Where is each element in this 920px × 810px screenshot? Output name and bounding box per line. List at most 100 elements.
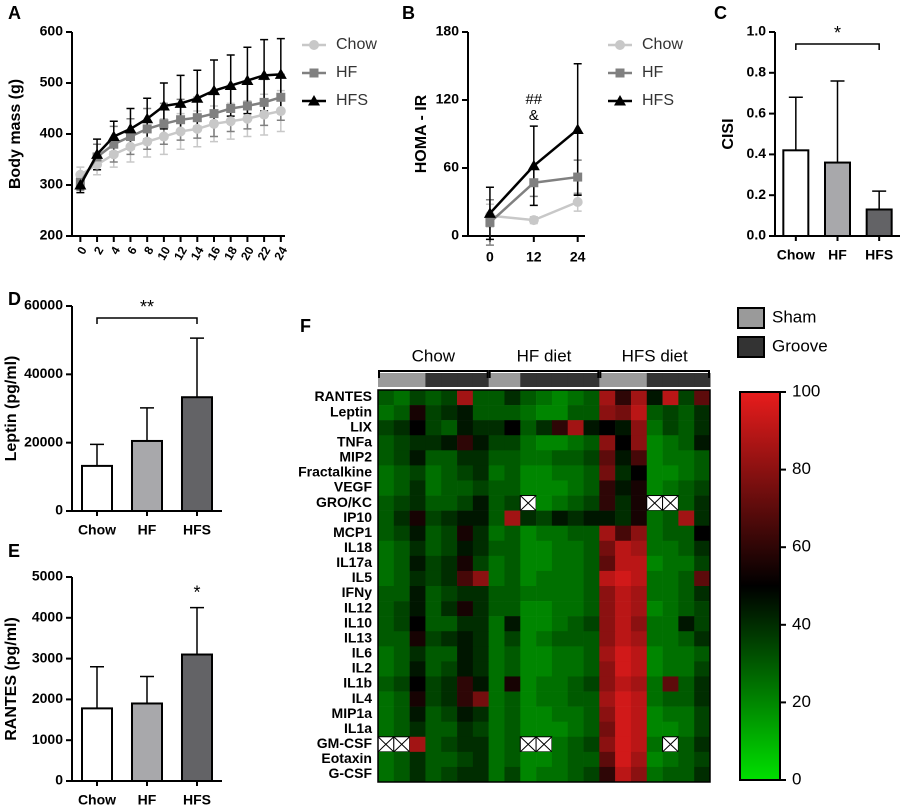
heatmap-cell <box>504 736 521 753</box>
heatmap-cell <box>694 616 711 632</box>
heatmap-cell <box>425 405 442 421</box>
heatmap-cell <box>393 676 410 692</box>
heatmap-cell <box>662 601 679 617</box>
heatmap-cell <box>615 510 632 526</box>
heatmap-cell <box>425 691 442 707</box>
heatmap-cell <box>441 495 458 511</box>
heatmap-cell <box>409 435 426 451</box>
heatmap-cell <box>567 435 584 451</box>
heatmap-cell <box>441 480 458 496</box>
heatmap-cell <box>488 390 505 406</box>
marker <box>274 68 287 79</box>
heatmap-cell <box>678 601 695 617</box>
bar <box>865 208 893 237</box>
heatmap-cell <box>378 465 395 481</box>
heatmap-cell <box>441 631 458 647</box>
error-bar <box>830 80 845 163</box>
heatmap-cell <box>646 465 663 481</box>
heatmap-cell <box>504 766 521 783</box>
heatmap-cell <box>441 525 458 542</box>
heatmap-cell <box>694 766 711 783</box>
heatmap-cell <box>583 540 600 557</box>
heatmap-cell <box>615 495 632 511</box>
heatmap-cell <box>646 751 663 768</box>
heatmap-cell <box>678 405 695 421</box>
annotation: ## <box>525 91 542 108</box>
marker <box>485 217 495 227</box>
heatmap-cell <box>678 646 695 662</box>
heatmap-cell <box>583 390 600 406</box>
heatmap-cell <box>441 540 458 557</box>
marker <box>175 126 186 137</box>
y-tick-label: 3000 <box>32 649 63 665</box>
heatmap-cell <box>646 691 663 707</box>
heatmap-cell <box>425 706 442 722</box>
heatmap-cell <box>457 480 474 496</box>
heatmap-cell <box>630 676 648 692</box>
heatmap-cell <box>378 676 395 692</box>
heatmap-cell <box>678 450 695 466</box>
heatmap-cell <box>551 540 569 557</box>
heatmap-cell <box>678 721 695 738</box>
legend-label: HFS <box>336 92 368 109</box>
heatmap-cell <box>457 450 474 466</box>
y-tick-label: 0.8 <box>747 64 767 80</box>
heatmap-cell <box>599 525 616 542</box>
bar <box>81 464 113 512</box>
legend-label: Groove <box>772 336 828 355</box>
heatmap-cell <box>378 661 395 677</box>
heatmap-cell <box>599 751 616 768</box>
heatmap-cell <box>583 525 600 542</box>
heatmap-cell <box>536 465 553 481</box>
marker <box>142 124 152 134</box>
heatmap-cell <box>615 691 632 707</box>
heatmap-cell <box>409 721 426 738</box>
heatmap-cell <box>630 405 648 421</box>
heatmap-cell <box>551 676 569 692</box>
row-label: IL6 <box>352 645 372 661</box>
heatmap-cell <box>472 525 489 542</box>
missing-cross <box>377 736 395 753</box>
heatmap-cell <box>520 766 537 783</box>
heatmap-cell <box>457 510 474 526</box>
marker <box>192 123 203 134</box>
error-bar <box>788 96 803 151</box>
heatmap-cell <box>504 405 521 421</box>
heatmap-cell <box>378 601 395 617</box>
error-bar <box>140 407 154 441</box>
heatmap-cell <box>662 465 679 481</box>
group-bracket <box>599 370 710 378</box>
heatmap-cell <box>409 691 426 707</box>
heatmap-cell <box>520 405 537 421</box>
heatmap-cell <box>583 691 600 707</box>
heatmap-cell <box>599 555 616 572</box>
heatmap-cell <box>520 616 537 632</box>
heatmap-cell <box>504 540 521 557</box>
row-label: RANTES <box>314 388 372 404</box>
x-tick-label: 12 <box>171 244 190 263</box>
heatmap-cell <box>551 390 569 406</box>
column-condition <box>536 373 553 387</box>
heatmap-cell <box>488 510 505 526</box>
column-condition <box>630 373 648 387</box>
heatmap-cell <box>409 661 426 677</box>
heatmap-cell <box>583 661 600 677</box>
heatmap-cell <box>615 721 632 738</box>
heatmap-cell <box>583 766 600 783</box>
panel-letter: C <box>714 3 727 23</box>
heatmap-cell <box>646 676 663 692</box>
heatmap-cell <box>393 586 410 602</box>
heatmap-cell <box>599 721 616 738</box>
heatmap-cell <box>520 390 537 406</box>
heatmap-cell <box>472 495 489 511</box>
heatmap-cell <box>409 751 426 768</box>
legend-label: HFS <box>642 92 674 109</box>
heatmap-cell <box>551 721 569 738</box>
heatmap-cell <box>520 721 537 738</box>
heatmap-cell <box>599 495 616 511</box>
heatmap-cell <box>457 555 474 572</box>
marker <box>258 69 271 80</box>
heatmap-cell <box>630 420 648 436</box>
heatmap-cell <box>393 450 410 466</box>
marker <box>176 115 186 125</box>
